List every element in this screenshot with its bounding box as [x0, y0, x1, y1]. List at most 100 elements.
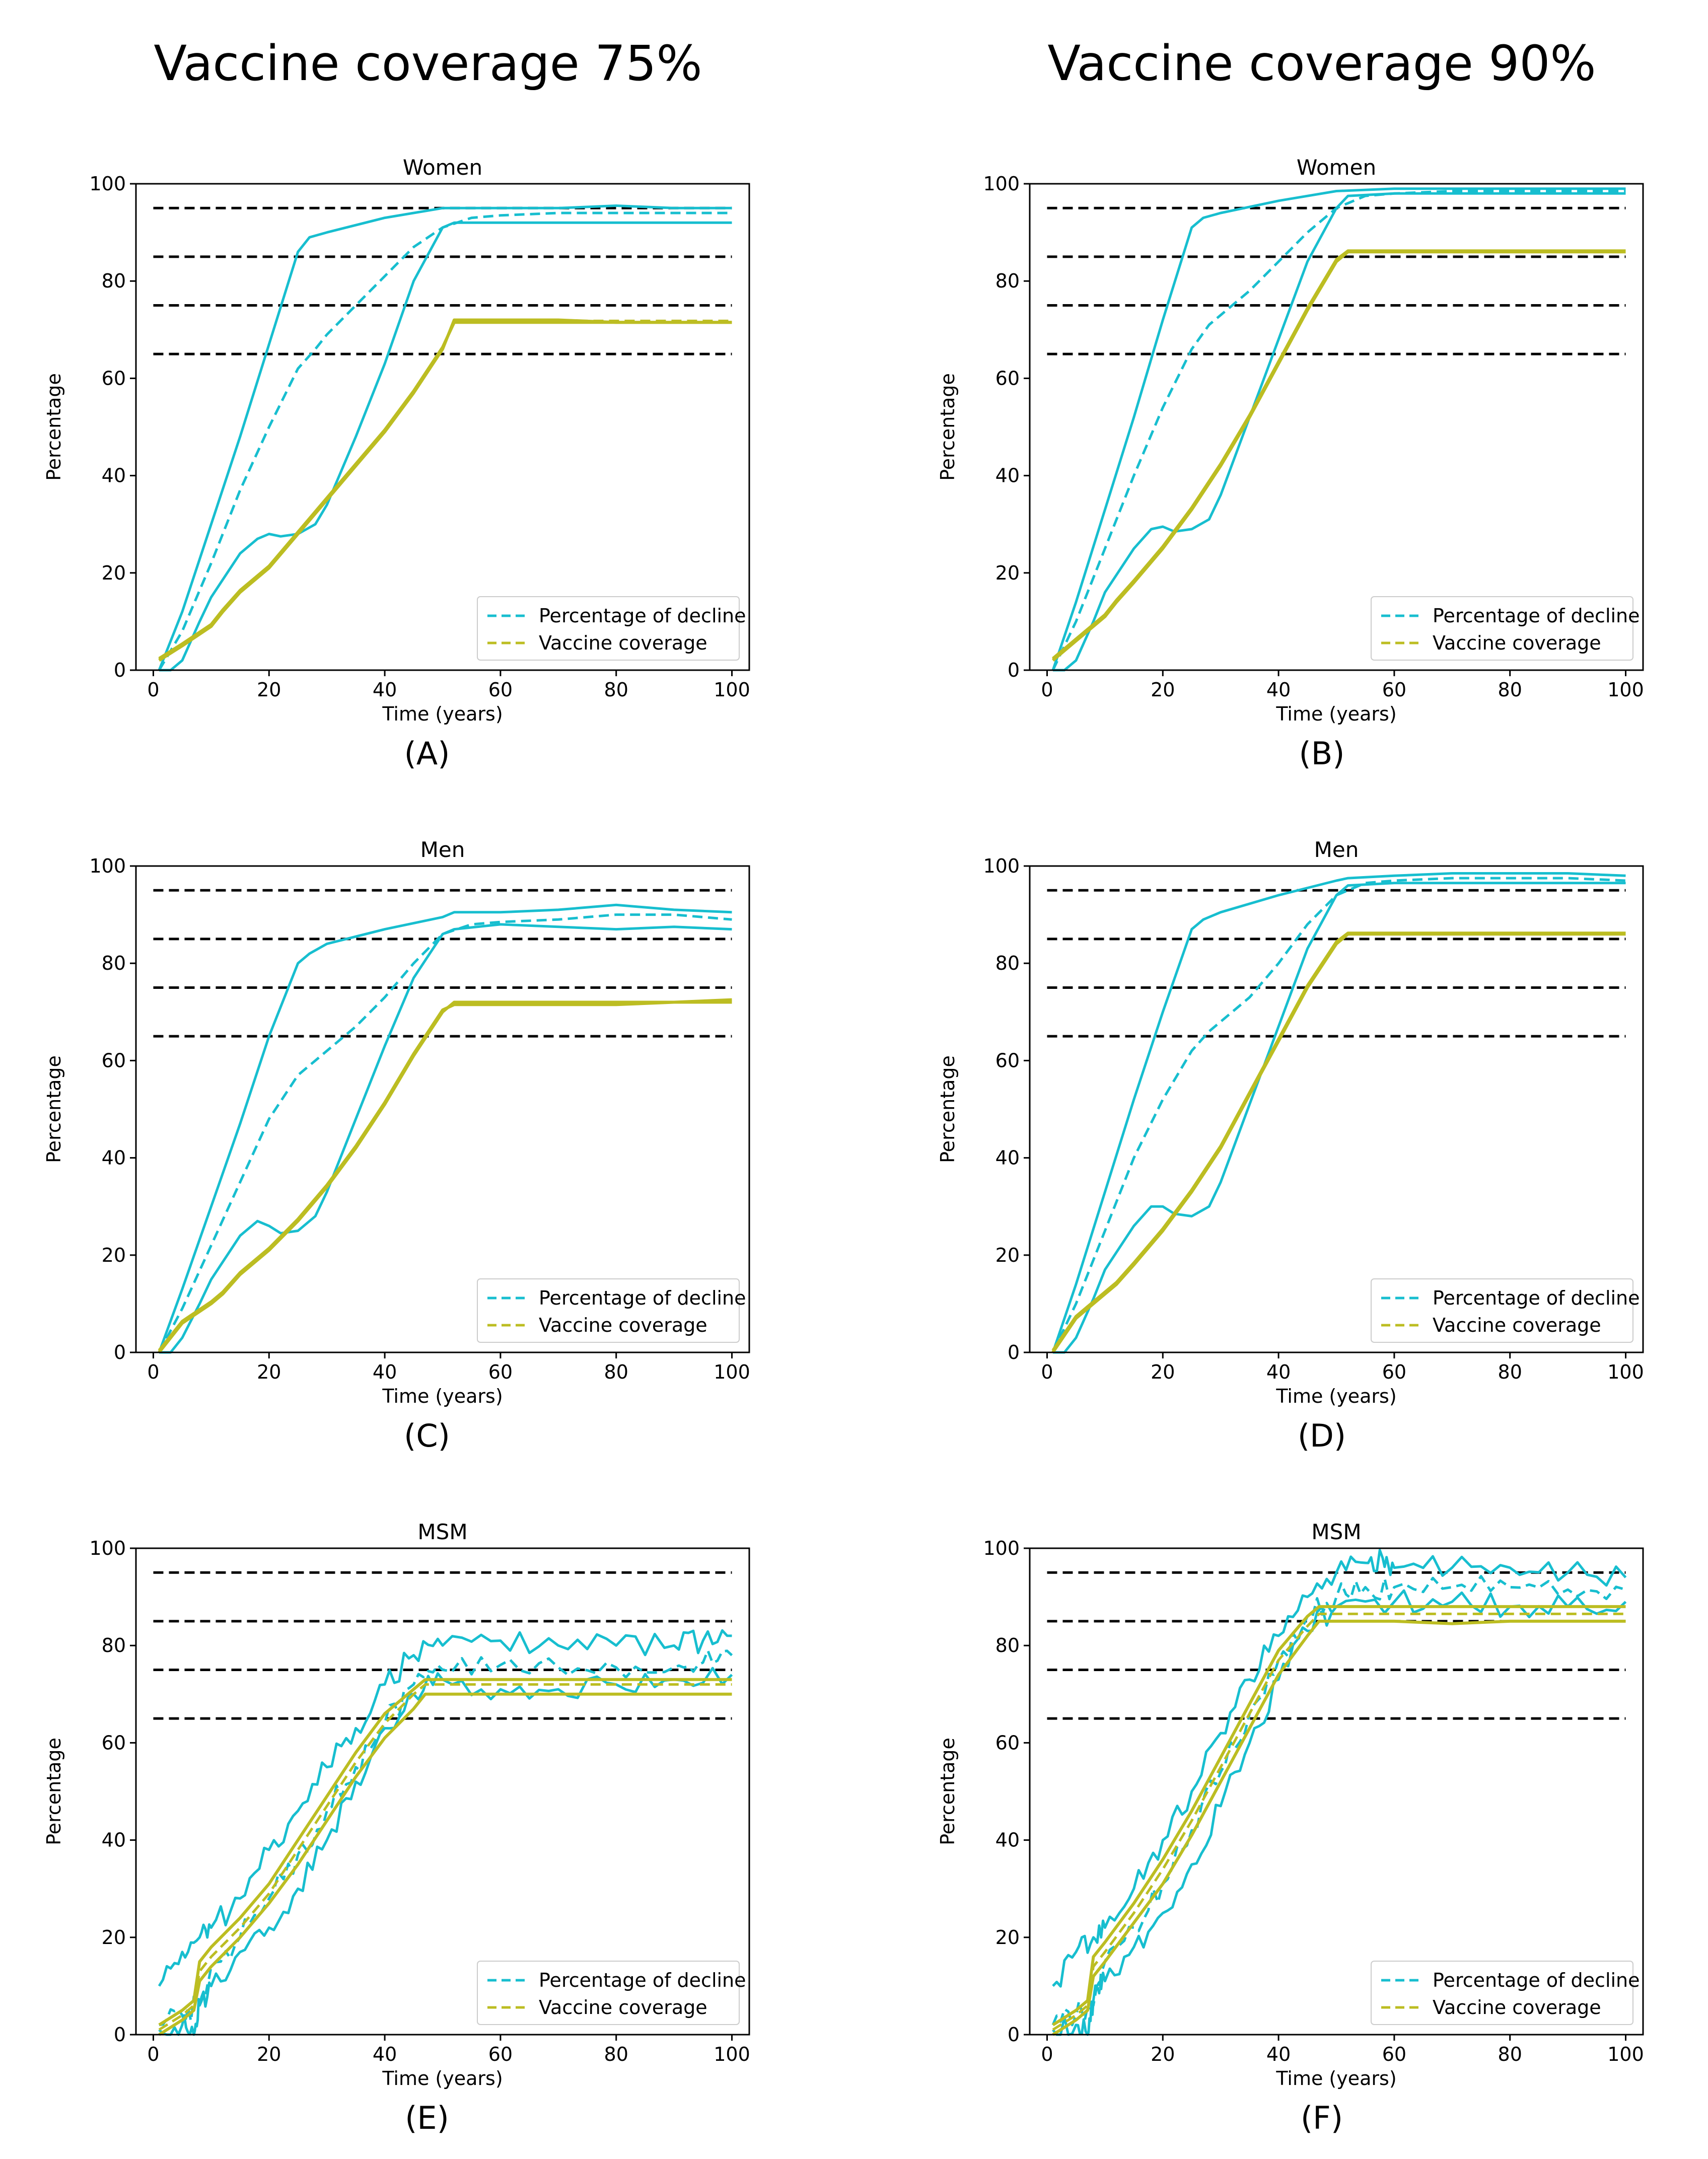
series-decline-dashed-1: [158, 211, 732, 671]
y-tick-label: 0: [1008, 1341, 1020, 1363]
series-coverage-solid-5: [1051, 931, 1626, 1351]
y-axis-label: Percentage: [937, 1738, 959, 1845]
plot-frame: [1029, 865, 1644, 1353]
y-tick-label: 40: [995, 1147, 1020, 1169]
series-decline-solid-2: [1053, 192, 1626, 672]
y-tick-label: 0: [114, 659, 126, 681]
series-decline-dashed-1: [1051, 1575, 1626, 2027]
series-coverage-solid-3: [158, 1678, 732, 2027]
x-tick-label: 0: [1041, 679, 1053, 701]
x-tick-label: 20: [1151, 679, 1175, 701]
x-tick-label: 0: [147, 2043, 159, 2065]
x-tick-label: 60: [1382, 2043, 1406, 2065]
y-tick-label: 100: [89, 173, 126, 195]
series-decline-solid-0: [158, 903, 732, 1353]
legend-entry: Vaccine coverage: [1433, 632, 1601, 654]
y-axis-label: Percentage: [43, 1055, 65, 1163]
panel-label-b: (B): [1299, 735, 1345, 772]
series-decline-solid-0: [158, 1629, 732, 1987]
x-tick-label: 60: [1382, 679, 1406, 701]
legend-entry: Percentage of decline: [1433, 1969, 1640, 1991]
column-title-75: Vaccine coverage 75%: [154, 35, 702, 92]
x-tick-label: 80: [604, 679, 628, 701]
x-tick-label: 80: [1498, 1361, 1522, 1383]
chart-title: Women: [403, 155, 482, 180]
y-tick-label: 80: [102, 270, 126, 292]
y-tick-label: 100: [89, 855, 126, 877]
x-axis-label: Time (years): [1275, 1385, 1396, 1407]
chart-title: Men: [420, 837, 465, 862]
plot-frame: [135, 183, 750, 671]
plot-frame: [1029, 1547, 1644, 2036]
series-coverage-dashed-4: [1052, 1612, 1626, 2031]
x-tick-label: 60: [1382, 1361, 1406, 1383]
y-tick-label: 20: [995, 1926, 1020, 1949]
x-tick-label: 0: [147, 679, 159, 701]
legend-entry: Vaccine coverage: [539, 1314, 707, 1336]
chart-panel-f: MSM 0 20 40 60 80 100 0 20 40 60 80 100 Time (years) P…: [914, 1510, 1669, 2095]
chart-title: Women: [1297, 155, 1376, 180]
x-axis-label: Time (years): [382, 703, 503, 725]
series-decline-dashed-1: [158, 913, 732, 1353]
x-tick-label: 100: [714, 1361, 750, 1383]
x-tick-label: 60: [488, 679, 513, 701]
y-tick-label: 80: [995, 1634, 1020, 1657]
chart-c: Men 0 20 40 60 80 100 0 20 40 60 80 100 Time (years) P…: [43, 837, 750, 1407]
series-coverage-solid-5: [1052, 1619, 1626, 2036]
y-tick-label: 20: [102, 1926, 126, 1949]
series-coverage-solid-3: [1052, 1605, 1626, 2027]
chart-panel-b: Women 0 20 40 60 80 100 0 20 40 60 80 100 Time (years…: [914, 146, 1669, 730]
x-tick-label: 100: [1607, 1361, 1644, 1383]
plot-frame: [135, 1547, 750, 2036]
y-tick-label: 80: [102, 952, 126, 974]
panel-label-c: (C): [404, 1417, 450, 1454]
y-tick-label: 40: [102, 465, 126, 487]
y-axis-label: Percentage: [43, 1738, 65, 1845]
panel-label-d: (D): [1297, 1417, 1346, 1454]
x-tick-label: 20: [257, 2043, 281, 2065]
legend-box: [477, 596, 740, 661]
y-tick-label: 0: [114, 2024, 126, 2046]
series-coverage-solid-5: [1052, 249, 1626, 660]
x-tick-label: 20: [257, 679, 281, 701]
legend-box: [1371, 1278, 1633, 1343]
legend-entry: Percentage of decline: [539, 1969, 746, 1991]
y-tick-label: 40: [995, 1829, 1020, 1851]
x-tick-label: 40: [373, 2043, 397, 2065]
y-axis-label: Percentage: [937, 373, 959, 481]
x-tick-label: 80: [604, 1361, 628, 1383]
panel-label-f: (F): [1300, 2100, 1343, 2136]
plot-frame: [1029, 183, 1644, 671]
y-axis-label: Percentage: [937, 1055, 959, 1163]
x-axis-label: Time (years): [382, 2067, 503, 2090]
panel-label-e: (E): [405, 2100, 449, 2136]
series-coverage-solid-5: [158, 998, 732, 1351]
y-tick-label: 40: [102, 1829, 126, 1851]
series-coverage-solid-5: [158, 1692, 732, 2036]
chart-f: MSM 0 20 40 60 80 100 0 20 40 60 80 100 Time (years) P…: [937, 1520, 1644, 2090]
x-tick-label: 40: [373, 679, 397, 701]
legend-entry: Percentage of decline: [539, 605, 746, 627]
y-tick-label: 40: [102, 1147, 126, 1169]
legend-entry: Vaccine coverage: [539, 1996, 707, 2019]
x-tick-label: 80: [1498, 679, 1522, 701]
y-tick-label: 0: [1008, 659, 1020, 681]
chart-title: MSM: [417, 1520, 467, 1544]
y-tick-label: 80: [995, 270, 1020, 292]
series-decline-dashed-1: [159, 1649, 733, 2027]
y-tick-label: 80: [995, 952, 1020, 974]
y-tick-label: 100: [983, 1537, 1020, 1559]
y-tick-label: 40: [995, 465, 1020, 487]
y-tick-label: 60: [995, 1732, 1020, 1754]
chart-title: Men: [1314, 837, 1359, 862]
series-decline-dashed-1: [1051, 190, 1626, 671]
y-tick-label: 60: [995, 367, 1020, 389]
y-tick-label: 20: [102, 1244, 126, 1266]
legend-box: [1371, 596, 1633, 661]
x-tick-label: 100: [1607, 679, 1644, 701]
x-tick-label: 20: [1151, 2043, 1175, 2065]
chart-panel-d: Men 0 20 40 60 80 100 0 20 40 60 80 100 Time (years) P…: [914, 828, 1669, 1412]
x-tick-label: 40: [1266, 679, 1291, 701]
y-tick-label: 0: [114, 1341, 126, 1363]
series-decline-solid-2: [158, 1667, 733, 2036]
